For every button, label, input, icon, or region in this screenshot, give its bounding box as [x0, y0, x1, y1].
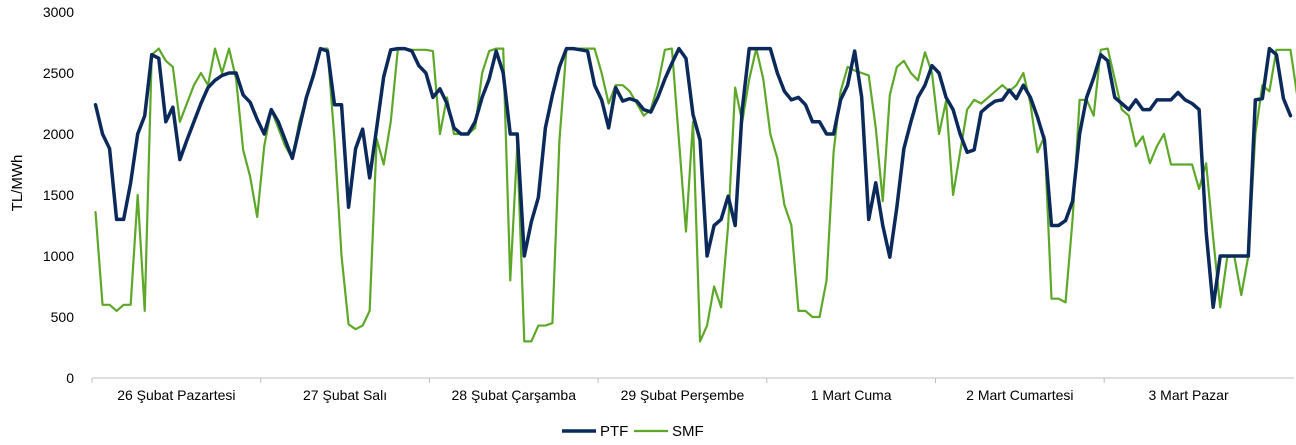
- series-group: [93, 46, 1296, 343]
- y-axis-title: TL/MWh: [9, 155, 26, 212]
- y-tick-label: 1500: [43, 187, 74, 203]
- y-tick-label: 500: [51, 309, 75, 325]
- x-tick-label: 29 Şubat Perşembe: [621, 387, 745, 403]
- x-axis: 26 Şubat Pazartesi 27 Şubat Salı 28 Şubat …: [91, 378, 1229, 403]
- legend-label-ptf: PTF: [600, 423, 628, 440]
- y-tick-label: 3000: [43, 4, 74, 20]
- x-tick-label: 26 Şubat Pazartesi: [117, 387, 235, 403]
- x-tick-label: 3 Mart Pazar: [1148, 387, 1228, 403]
- y-tick-label: 0: [66, 370, 74, 386]
- x-tick-label: 2 Mart Cumartesi: [966, 387, 1073, 403]
- legend: PTF SMF: [562, 423, 704, 440]
- legend-label-smf: SMF: [672, 423, 704, 440]
- series-line-smf: [94, 47, 1296, 343]
- x-tick-label: 1 Mart Cuma: [811, 387, 892, 403]
- y-tick-label: 2000: [43, 126, 74, 142]
- x-tick-label: 28 Şubat Çarşamba: [451, 387, 576, 403]
- y-tick-label: 2500: [43, 65, 74, 81]
- series-line-ptf: [93, 46, 1293, 309]
- y-tick-label: 1000: [43, 248, 74, 264]
- x-tick-label: 27 Şubat Salı: [303, 387, 387, 403]
- y-axis: 0 500 1000 1500 2000 2500 3000: [43, 4, 74, 386]
